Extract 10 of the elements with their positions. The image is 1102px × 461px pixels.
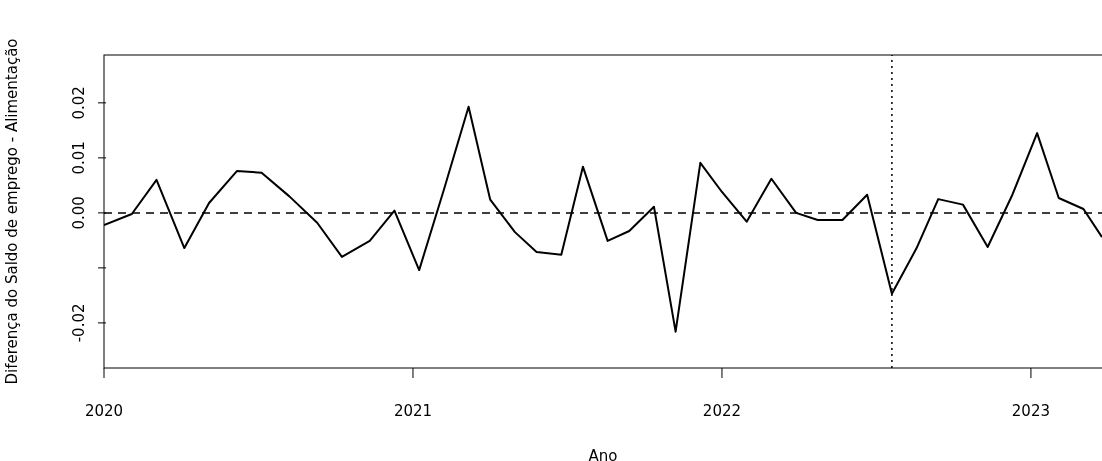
y-tick-label: -0.02: [70, 303, 88, 343]
x-tick-label: 2022: [702, 402, 742, 420]
x-tick-label: 2023: [1011, 402, 1051, 420]
x-axis-title: Ano: [588, 447, 618, 461]
x-tick-label: 2021: [393, 402, 433, 420]
y-tick-label: 0.02: [70, 86, 88, 120]
y-tick-label: 0.01: [70, 141, 88, 175]
y-axis-title: Diferença do Saldo de emprego - Alimentação: [3, 38, 22, 385]
x-tick-label: 2020: [84, 402, 124, 420]
y-tick-label: 0.00: [70, 196, 88, 230]
